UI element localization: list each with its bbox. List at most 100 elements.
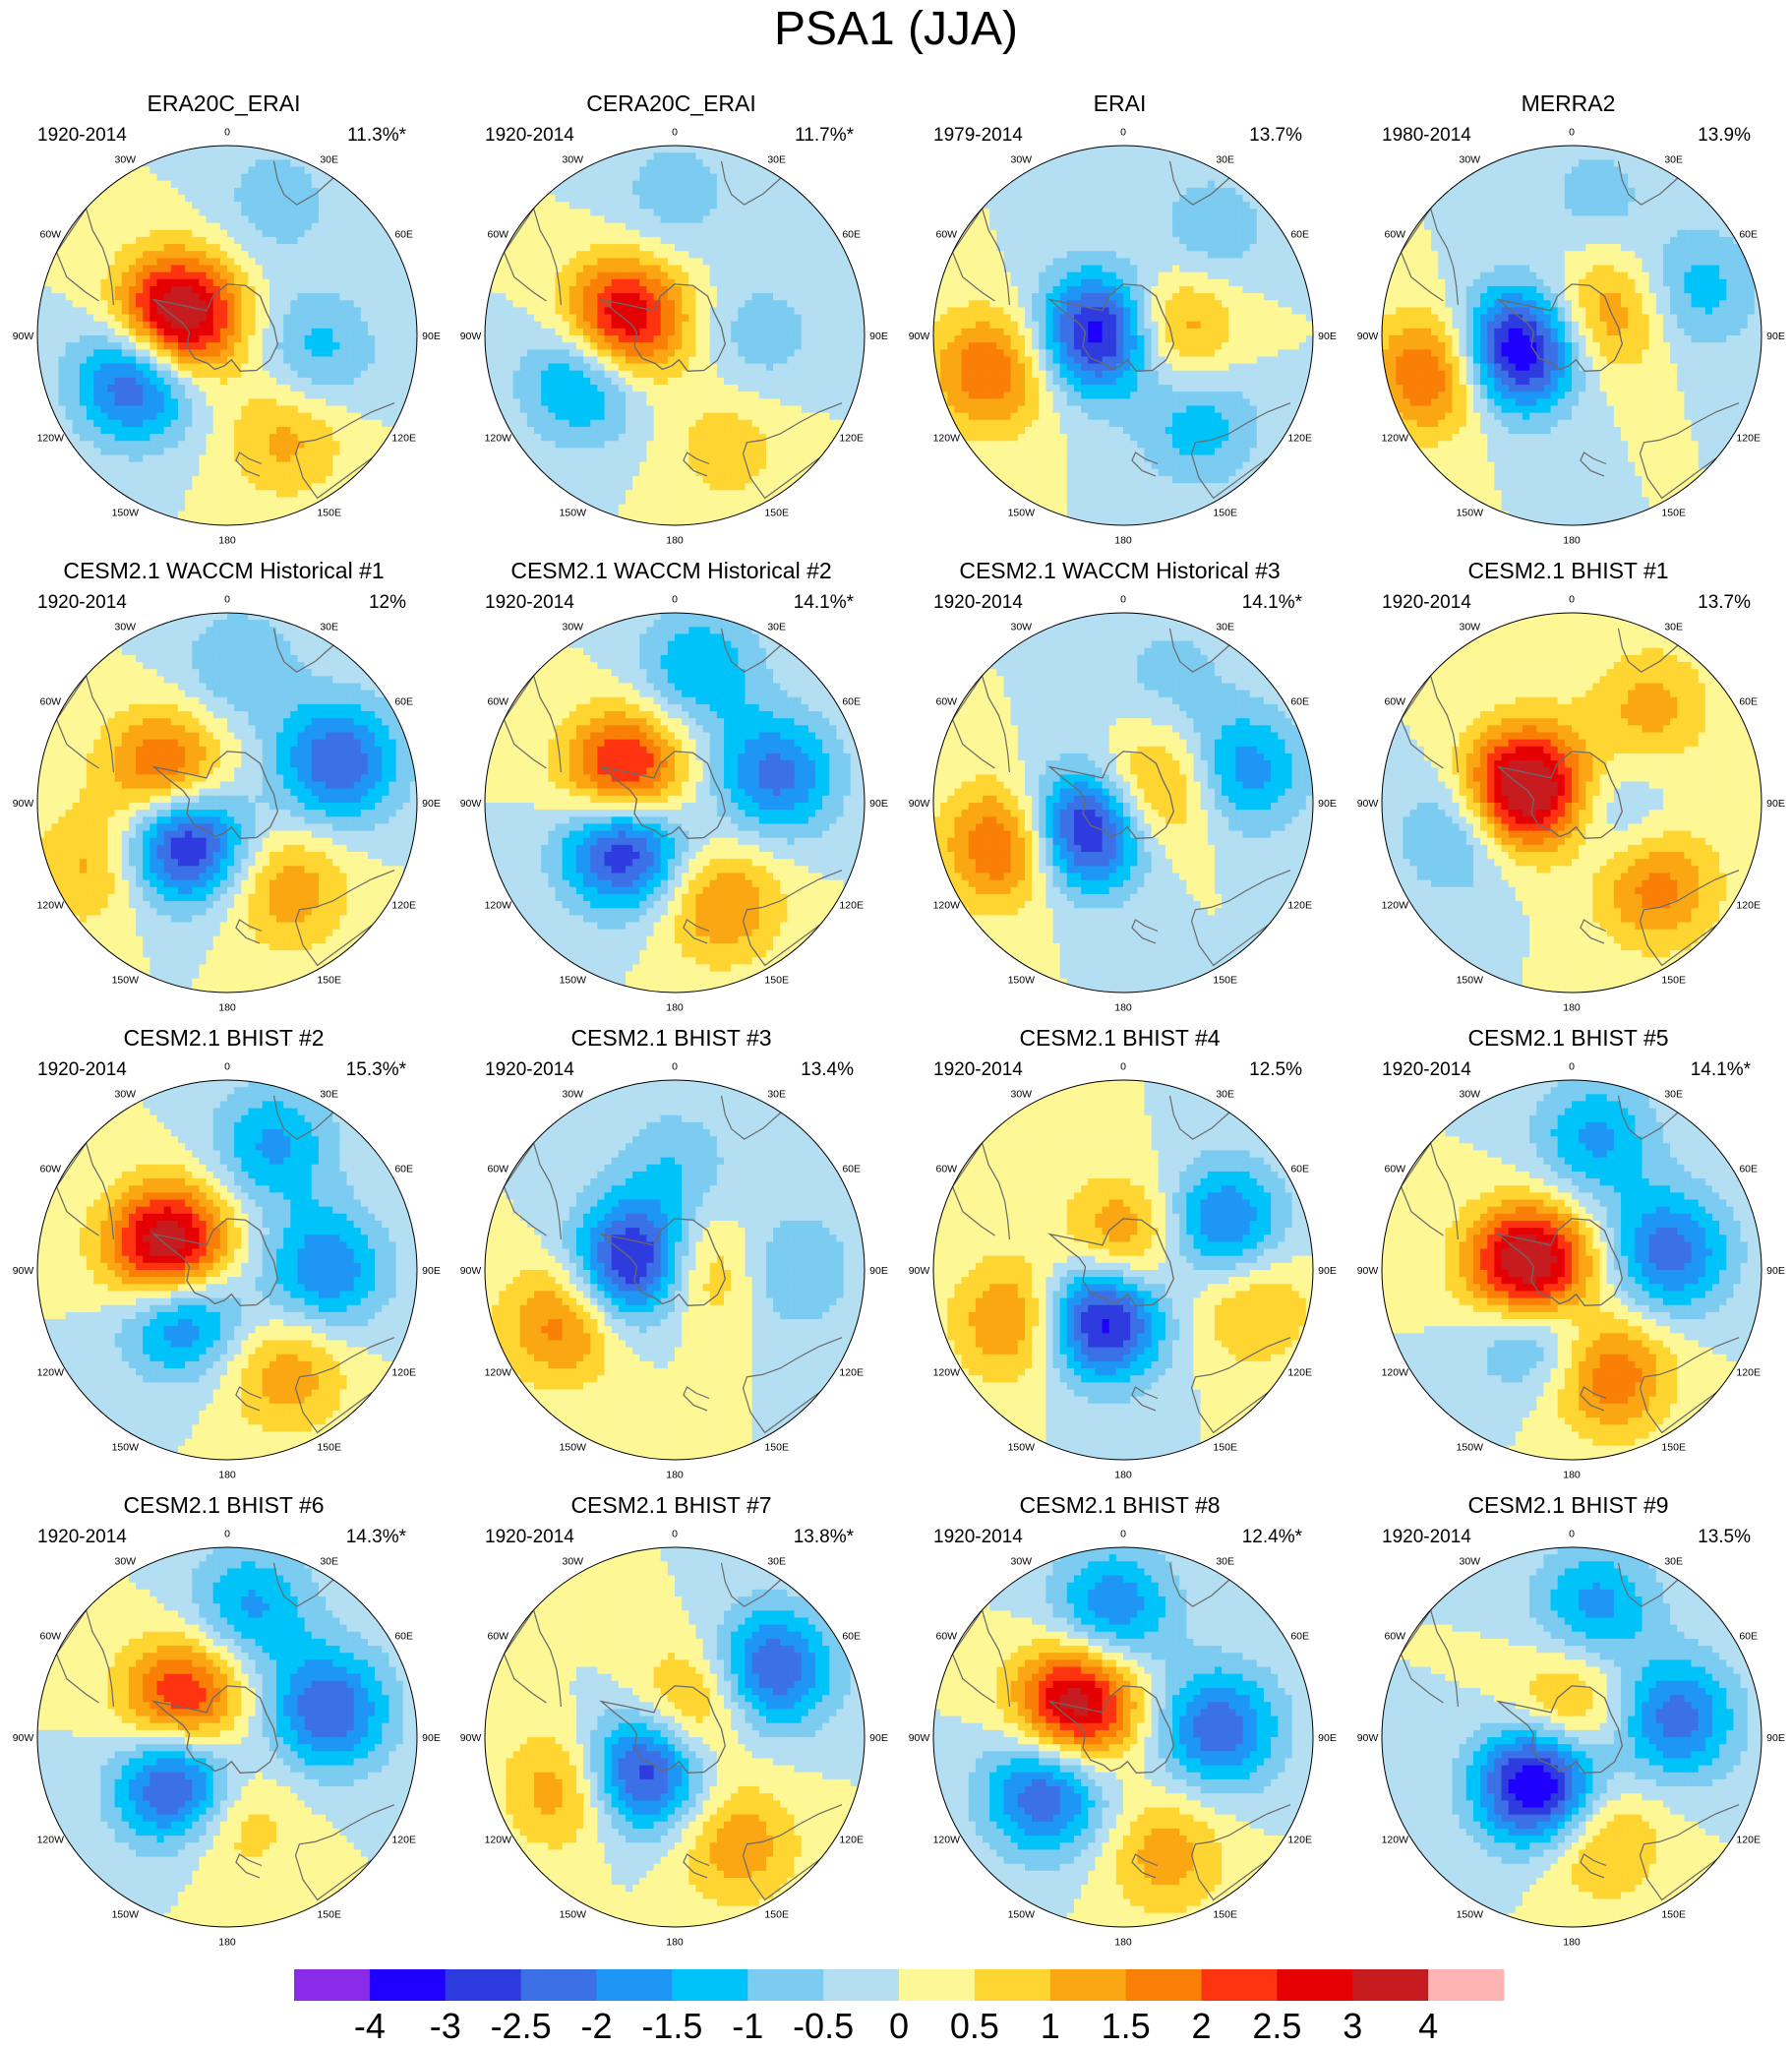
contour-cell: [375, 258, 383, 267]
contour-cell: [506, 278, 514, 287]
contour-cell: [695, 405, 704, 414]
contour-cell: [625, 166, 633, 175]
contour-cell: [575, 475, 584, 484]
contour-cell: [170, 202, 179, 210]
contour-cell: [192, 441, 201, 449]
contour-cell: [667, 159, 676, 168]
contour-cell: [276, 517, 284, 525]
contour-cell: [290, 209, 299, 217]
contour-cell: [787, 356, 796, 365]
contour-cell: [653, 461, 662, 470]
contour-cell: [262, 187, 270, 196]
contour-cell: [575, 454, 584, 463]
contour-cell: [575, 300, 584, 309]
contour-cell: [283, 504, 291, 512]
contour-cell: [1115, 159, 1124, 168]
contour-cell: [639, 419, 648, 428]
contour-cell: [185, 251, 193, 259]
contour-cell: [738, 300, 747, 309]
contour-cell: [787, 370, 796, 379]
contour-cell: [625, 468, 633, 477]
contour-cell: [121, 385, 130, 392]
contour-cell: [58, 328, 67, 336]
contour-cell: [660, 236, 669, 245]
contour-cell: [758, 468, 767, 477]
contour-cell: [367, 222, 376, 231]
contour-cell: [346, 293, 355, 301]
contour-cell: [58, 363, 67, 372]
contour-cell: [660, 258, 669, 267]
contour-cell: [107, 300, 116, 309]
contour-cell: [185, 215, 193, 224]
contour-cell: [738, 321, 747, 330]
contour-cell: [618, 278, 627, 287]
contour-cell: [829, 258, 838, 267]
contour-cell: [353, 385, 362, 392]
contour-cell: [388, 265, 397, 273]
contour-cell: [519, 285, 528, 294]
contour-cell: [192, 307, 201, 316]
contour-cell: [304, 300, 313, 309]
contour-cell: [51, 293, 60, 301]
contour-cell: [395, 356, 404, 365]
contour-cell: [311, 328, 320, 336]
contour-cell: [562, 215, 570, 224]
contour-cell: [682, 434, 689, 442]
contour-cell: [639, 434, 648, 442]
contour-cell: [660, 370, 669, 379]
contour-cell: [304, 412, 313, 421]
contour-cell: [646, 258, 655, 267]
contour-cell: [575, 236, 584, 245]
contour-cell: [212, 265, 221, 273]
contour-cell: [395, 258, 404, 267]
longitude-label: 30E: [320, 153, 338, 165]
contour-cell: [604, 307, 613, 316]
contour-cell: [632, 222, 640, 231]
contour-cell: [353, 293, 362, 301]
contour-cell: [219, 405, 228, 414]
contour-cell: [192, 152, 201, 160]
contour-cell: [583, 392, 591, 399]
contour-cell: [682, 504, 689, 512]
contour-cell: [276, 363, 284, 372]
contour-cell: [597, 307, 606, 316]
contour-cell: [639, 187, 648, 196]
contour-cell: [519, 258, 528, 267]
contour-cell: [646, 300, 655, 309]
contour-cell: [1207, 173, 1216, 182]
contour-cell: [667, 195, 676, 203]
contour-cell: [170, 307, 179, 316]
contour-cell: [814, 278, 823, 287]
contour-cell: [177, 236, 186, 245]
contour-cell: [332, 300, 340, 309]
contour-cell: [653, 504, 662, 512]
contour-cell: [241, 370, 250, 379]
contour-cell: [807, 441, 816, 449]
contour-cell: [212, 285, 221, 294]
contour-cell: [241, 152, 250, 160]
contour-cell: [311, 166, 320, 175]
contour-cell: [276, 342, 284, 350]
contour-cell: [234, 222, 242, 231]
contour-cell: [318, 483, 327, 491]
contour-cell: [745, 434, 753, 442]
contour-cell: [290, 335, 299, 343]
contour-cell: [149, 278, 158, 287]
contour-cell: [751, 244, 760, 252]
contour-cell: [149, 426, 158, 435]
contour-cell: [758, 448, 767, 456]
continent-coastline: [503, 207, 562, 306]
contour-cell: [688, 265, 697, 273]
contour-cell: [548, 244, 557, 252]
contour-cell: [822, 426, 830, 435]
contour-cell: [773, 202, 781, 210]
contour-cell: [269, 468, 277, 477]
contour-cell: [128, 222, 137, 231]
contour-cell: [512, 300, 521, 309]
contour-cell: [738, 307, 747, 316]
contour-cell: [170, 419, 179, 428]
contour-cell: [709, 412, 718, 421]
contour-cell: [234, 152, 242, 160]
contour-cell: [107, 202, 116, 210]
contour-cell: [206, 412, 214, 421]
